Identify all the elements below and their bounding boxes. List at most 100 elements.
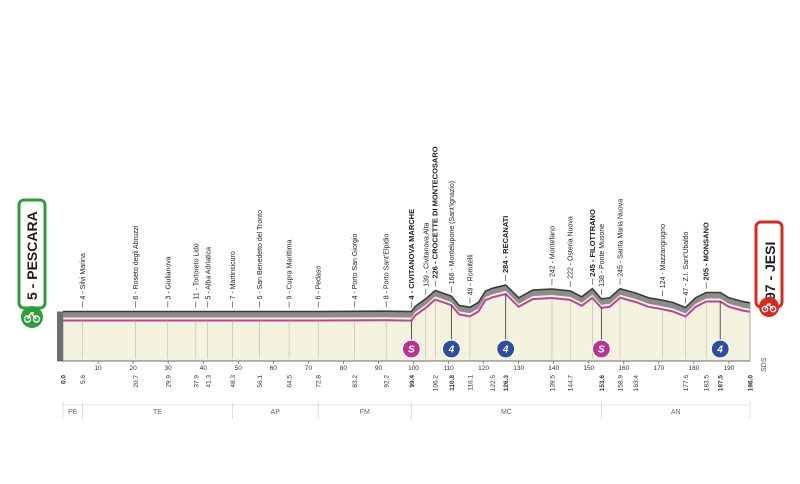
finish-bike-icon-bg xyxy=(759,297,779,317)
place-label-22: 124 - Mazzangrugno xyxy=(660,224,667,288)
km-mark-20: 153.6 xyxy=(599,375,606,392)
km-mark-16: 122.5 xyxy=(490,375,497,392)
kom-marker-symbol-2: 4 xyxy=(502,345,509,356)
place-label-17: 242 - Montefano xyxy=(549,226,556,277)
sprint-marker-0 xyxy=(401,339,422,359)
place-label-19: 245 - FILOTTRANO xyxy=(588,209,597,277)
bicycle-icon xyxy=(761,302,777,313)
km-scale-label-12: 130 xyxy=(513,365,524,372)
place-label-2: 3 - Giulianova xyxy=(165,256,172,299)
place-label-16: 284 - RECANATI xyxy=(501,216,510,273)
km-mark-15: 116.1 xyxy=(467,375,474,391)
place-label-24: 205 - MONSANO xyxy=(702,222,711,281)
place-label-14: 166 - Montelupone (Sant'Ignazio) xyxy=(449,181,456,284)
profile-left-edge xyxy=(57,311,63,361)
km-scale-label-6: 70 xyxy=(305,365,313,372)
place-label-1: 6 - Roseto degli Abruzzi xyxy=(133,225,140,299)
km-mark-7: 56.1 xyxy=(257,375,264,388)
place-label-11: 4 - CIVITANOVA MARCHE xyxy=(407,209,416,300)
km-mark-2: 20.7 xyxy=(133,375,140,388)
km-mark-22: 163.4 xyxy=(633,375,640,392)
profile-outline xyxy=(63,284,751,313)
bicycle-icon xyxy=(23,311,41,323)
profile-top-shade xyxy=(63,285,750,318)
km-mark-23: 177.6 xyxy=(683,375,690,392)
km-mark-17: 126.3 xyxy=(503,375,510,392)
place-label-6: 5 - San Benedetto del Tronto xyxy=(257,210,264,300)
km-mark-10: 83.2 xyxy=(352,375,359,388)
km-mark-14: 110.8 xyxy=(449,375,456,391)
km-mark-6: 48.3 xyxy=(230,375,237,388)
place-label-0: 4 - Silvi Marina xyxy=(80,253,87,299)
km-mark-8: 64.5 xyxy=(287,375,294,388)
km-scale-label-15: 160 xyxy=(618,365,629,372)
km-mark-3: 29.9 xyxy=(165,375,172,388)
km-mark-18: 139.5 xyxy=(549,375,556,392)
km-scale-label-2: 30 xyxy=(165,365,173,372)
place-label-13: 226 - CROCETTE DI MONTECOSARO xyxy=(431,146,440,278)
km-mark-26: 196.0 xyxy=(748,375,755,392)
place-label-23: 47 - Z.I. Sant'Ubaldo xyxy=(683,231,690,295)
km-mark-5: 41.3 xyxy=(205,375,212,388)
place-label-9: 4 - Porto San Giorgio xyxy=(352,234,359,300)
km-scale-label-16: 170 xyxy=(653,365,664,372)
place-labels: 4 - Silvi Marina 6 - Roseto degli Abruzzi… xyxy=(80,146,711,299)
sprint-marker-symbol-3: S xyxy=(598,345,605,356)
km-scale-label-18: 190 xyxy=(724,365,735,372)
km-scale-label-14: 150 xyxy=(583,365,594,372)
km-scale-label-10: 110 xyxy=(443,365,454,372)
km-axis: 10 20 30 40 50 60 70 80 90 100 110 120 130 140 150 160 1… xyxy=(57,360,750,372)
place-label-4: 5 - Alba Adriatica xyxy=(205,247,212,300)
intermediate-markers: S 4 4 S 4 xyxy=(401,294,730,359)
km-scale-label-0: 10 xyxy=(94,365,102,372)
province-label-4: MC xyxy=(501,409,512,416)
finish-label: 97 - JESI xyxy=(762,242,778,300)
province-label-1: TE xyxy=(153,409,162,416)
km-scale-label-1: 20 xyxy=(129,365,137,372)
place-label-21: 245 - Santa Maria Nuova xyxy=(617,199,624,277)
km-mark-4: 37.9 xyxy=(193,375,200,388)
km-scale-label-9: 100 xyxy=(408,365,419,372)
credit-label: SDS xyxy=(761,357,768,372)
start-badge: 5 - PESCARA xyxy=(17,198,47,328)
km-scale-label-3: 40 xyxy=(200,365,208,372)
province-label-3: FM xyxy=(360,409,370,416)
place-label-5: 7 - Martinsicuro xyxy=(230,251,237,299)
sprint-marker-3 xyxy=(591,339,611,359)
km-scale-label-4: 50 xyxy=(235,365,243,372)
km-mark-1: 5.6 xyxy=(80,375,87,384)
start-bike-icon-bg xyxy=(21,306,43,328)
km-mark-25: 187.5 xyxy=(718,375,725,392)
km-mark-21: 158.9 xyxy=(617,375,624,392)
sprint-marker-symbol-0: S xyxy=(408,345,415,356)
kom-marker-4 xyxy=(710,339,730,359)
km-mark-9: 72.8 xyxy=(316,375,323,388)
place-label-20: 138 - Ponte Musone xyxy=(599,224,606,287)
kom-marker-1 xyxy=(441,339,461,359)
province-label-2: AP xyxy=(271,409,281,416)
km-mark-0: 0.0 xyxy=(61,375,68,384)
km-marks: 0.0 5.6 20.7 29.9 37.9 41.3 48.3 56.1 64.5 72.8 83… xyxy=(61,375,755,392)
km-mark-13: 106.2 xyxy=(433,375,440,392)
km-scale-label-13: 140 xyxy=(548,365,559,372)
km-scale-label-17: 180 xyxy=(688,365,699,372)
place-label-10: 8 - Porto Sant'Elpidio xyxy=(384,234,391,300)
place-label-3: 11 - Tortoreto Lido xyxy=(193,243,200,299)
km-mark-24: 183.5 xyxy=(704,375,711,392)
km-scale-label-5: 60 xyxy=(270,365,278,372)
km-scale-label-7: 80 xyxy=(340,365,348,372)
km-scale-label-11: 120 xyxy=(478,365,489,372)
km-scale-label-8: 90 xyxy=(375,365,383,372)
place-label-7: 9 - Cupra Marittima xyxy=(287,240,294,300)
province-band: PE TE AP FM MC AN xyxy=(62,402,751,419)
km-mark-12: 99.4 xyxy=(409,375,416,388)
km-mark-11: 92.2 xyxy=(384,375,391,388)
kom-marker-2 xyxy=(496,339,516,359)
kom-marker-symbol-4: 4 xyxy=(716,345,723,356)
place-label-12: 139 - Civitanova Alta xyxy=(423,222,430,286)
kom-marker-symbol-1: 4 xyxy=(448,345,455,356)
km-mark-19: 144.7 xyxy=(568,375,575,392)
place-label-15: 49 - Romitelli xyxy=(467,254,474,295)
start-label: 5 - PESCARA xyxy=(24,211,40,300)
